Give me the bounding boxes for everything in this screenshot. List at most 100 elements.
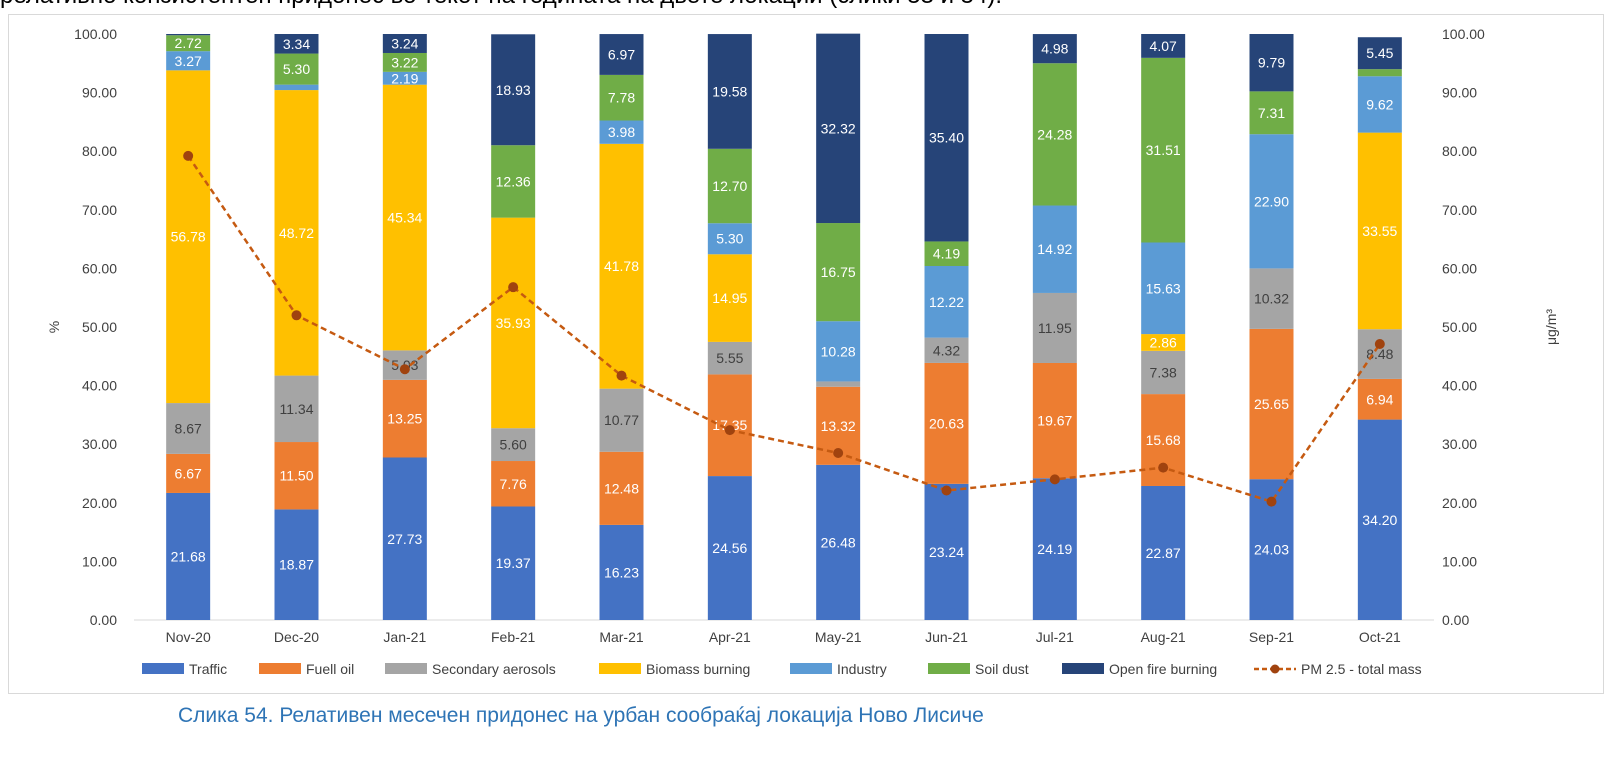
bar-segment <box>166 51 211 71</box>
bar-segment <box>491 217 536 429</box>
bar-segment <box>924 337 969 363</box>
bar-data-label: 10.77 <box>604 412 639 428</box>
bar-segment <box>599 120 644 144</box>
legend-swatch <box>142 663 184 674</box>
bar-data-label: 4.32 <box>933 342 960 358</box>
bar-segment <box>491 461 536 507</box>
bar-segment <box>599 143 644 389</box>
bar-data-label: 19.58 <box>712 83 747 99</box>
bar-segment <box>1032 362 1077 479</box>
y2-tick-label: 80.00 <box>1442 143 1477 159</box>
bar-data-label: 16.23 <box>604 564 639 580</box>
stacked-bar-chart: 0.00 10.00 20.00 30.00 40.00 50.00 60.00 70.00 8… <box>46 26 1559 677</box>
y-tick-label: 90.00 <box>82 85 117 101</box>
bar-segment <box>1249 91 1294 135</box>
category-label: Sep-21 <box>1249 629 1294 645</box>
legend-label: Biomass burning <box>646 661 750 677</box>
y-tick-label: 60.00 <box>82 260 117 276</box>
bar-data-label: 12.48 <box>604 480 639 496</box>
y-tick-label: 50.00 <box>82 319 117 335</box>
bar-segment <box>816 33 861 224</box>
bar-segment <box>274 442 319 510</box>
bar-data-label: 22.90 <box>1254 193 1289 209</box>
bar-segment <box>816 321 861 382</box>
legend-label: Secondary aerosols <box>432 661 556 677</box>
bar-segment <box>166 492 211 620</box>
bar-data-label: 11.50 <box>280 468 314 484</box>
bar-data-label: 14.95 <box>712 290 747 306</box>
bar-segment <box>707 34 752 149</box>
y-axis-title: % <box>46 321 62 333</box>
bar-data-label: 23.24 <box>929 544 964 560</box>
y-tick-label: 30.00 <box>82 436 117 452</box>
bar-segment <box>1357 329 1402 379</box>
bar-segment <box>1141 242 1186 335</box>
bar-data-label: 12.70 <box>712 178 747 194</box>
category-label: Feb-21 <box>491 629 536 645</box>
bar-data-label: 5.55 <box>716 350 743 366</box>
bar-data-label: 18.93 <box>496 82 531 98</box>
bar-segment <box>1357 132 1402 330</box>
pm25-point <box>1374 338 1385 349</box>
bar-segment <box>166 70 211 404</box>
bar-data-label: 13.32 <box>821 418 856 434</box>
bar-segment <box>1141 334 1186 351</box>
bar-data-label: 7.78 <box>608 90 635 106</box>
legend-line-marker <box>1270 664 1280 674</box>
bars-layer <box>166 33 1402 620</box>
bar-data-label: 3.27 <box>175 53 202 69</box>
bar-data-label: 20.63 <box>929 415 964 431</box>
legend-swatch <box>599 663 641 674</box>
bar-data-label: 7.76 <box>500 476 527 492</box>
bar-segment <box>382 379 427 458</box>
y-tick-label: 80.00 <box>82 143 117 159</box>
bar-data-label: 24.56 <box>712 540 747 556</box>
bar-data-label: 9.62 <box>1366 96 1393 112</box>
pm25-point <box>291 310 302 321</box>
preceding-paragraph-text: релативно конзистентен придонес во текот… <box>0 0 1612 12</box>
pm25-point <box>1049 474 1060 485</box>
y-tick-label: 0.00 <box>90 612 117 628</box>
pm25-point <box>616 370 627 381</box>
bar-data-label: 5.60 <box>500 437 527 453</box>
bar-data-label: 6.67 <box>175 465 202 481</box>
y2-tick-label: 70.00 <box>1442 202 1477 218</box>
bar-segment <box>1249 34 1294 92</box>
bar-data-label: 12.22 <box>929 294 964 310</box>
bar-data-label: 31.51 <box>1146 142 1181 158</box>
bar-segment <box>274 90 319 376</box>
bar-data-label: 32.32 <box>821 120 856 136</box>
bar-data-label: 24.19 <box>1037 541 1072 557</box>
category-labels: Nov-20 Dec-20 Jan-21 Feb-21 Mar-21 Apr-21 May-… <box>166 629 1401 645</box>
bar-segment <box>382 71 427 85</box>
bar-segment <box>491 34 536 146</box>
bar-segment <box>924 265 969 338</box>
bar-segment <box>274 34 319 54</box>
category-label: Jul-21 <box>1036 629 1074 645</box>
bar-data-label: 14.92 <box>1037 241 1072 257</box>
bar-data-label: 10.28 <box>821 343 856 359</box>
y2-tick-label: 0.00 <box>1442 612 1469 628</box>
bar-data-label: 45.34 <box>387 210 422 226</box>
bar-segment <box>491 506 536 620</box>
bar-data-label: 2.86 <box>1150 334 1177 350</box>
bar-segment <box>924 241 969 266</box>
bar-data-label: 19.67 <box>1037 413 1072 429</box>
bar-segment <box>1357 76 1402 133</box>
bar-data-label: 33.55 <box>1362 223 1397 239</box>
bar-data-label: 19.37 <box>496 555 531 571</box>
pm25-point <box>1266 496 1277 507</box>
bar-segment <box>707 223 752 255</box>
bar-segment <box>1032 34 1077 64</box>
chart-legend: Traffic Fuell oil Secondary aerosols Biomas… <box>142 661 1422 677</box>
pm25-point <box>941 485 952 496</box>
bar-data-label: 24.28 <box>1037 126 1072 142</box>
legend-swatch <box>385 663 427 674</box>
bar-segment <box>599 74 644 121</box>
y2-axis-title: μg/m³ <box>1543 309 1559 345</box>
bar-segment <box>166 34 211 36</box>
bar-segment <box>1357 419 1402 620</box>
bar-segment <box>707 341 752 375</box>
bar-segment <box>166 403 211 454</box>
bar-data-label: 6.94 <box>1366 391 1393 407</box>
